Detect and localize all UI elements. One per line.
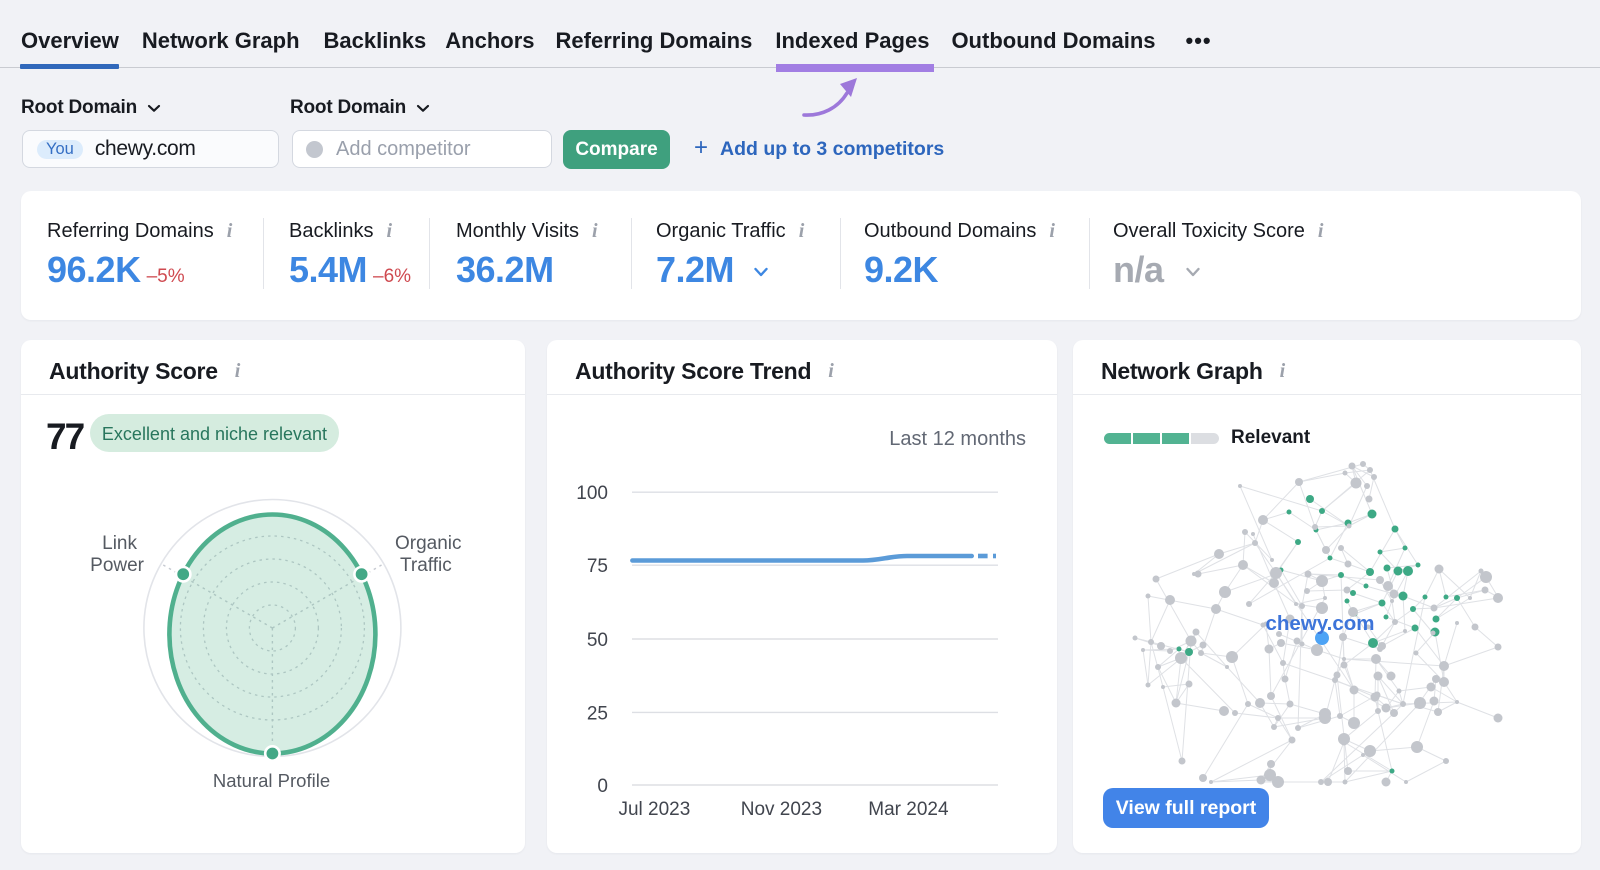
svg-text:Mar 2024: Mar 2024 [868, 799, 949, 820]
svg-text:Nov 2023: Nov 2023 [741, 799, 822, 820]
svg-text:Organic: Organic [395, 533, 462, 554]
svg-text:0: 0 [597, 776, 608, 797]
svg-text:25: 25 [587, 703, 608, 724]
svg-text:Natural Profile: Natural Profile [213, 770, 330, 791]
svg-text:Power: Power [90, 555, 145, 576]
svg-text:Traffic: Traffic [400, 555, 452, 576]
svg-text:75: 75 [587, 556, 608, 577]
svg-text:100: 100 [576, 483, 608, 504]
svg-text:Jul 2023: Jul 2023 [618, 799, 690, 820]
svg-text:Link: Link [102, 533, 137, 554]
svg-text:chewy.com: chewy.com [1266, 612, 1375, 635]
svg-text:50: 50 [587, 630, 608, 651]
